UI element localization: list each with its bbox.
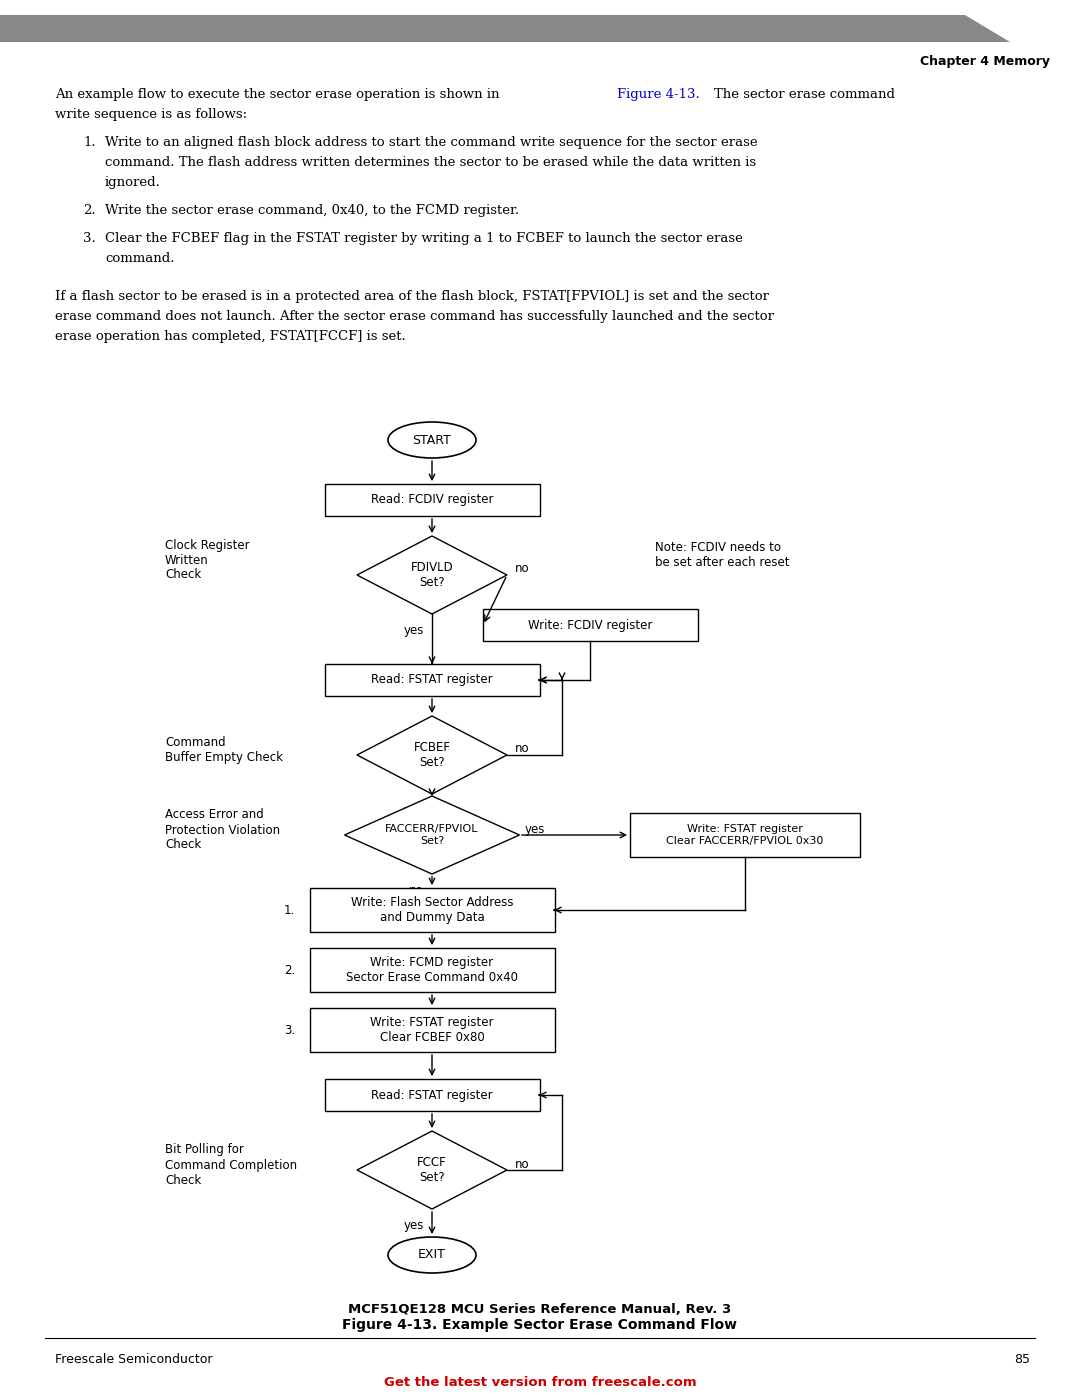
Text: command. The flash address written determines the sector to be erased while the : command. The flash address written deter… <box>105 156 756 169</box>
Text: Figure 4-13.: Figure 4-13. <box>617 88 700 101</box>
Text: Access Error and
Protection Violation
Check: Access Error and Protection Violation Ch… <box>165 809 280 852</box>
Text: 3.: 3. <box>83 232 96 244</box>
PathPatch shape <box>357 717 507 793</box>
Ellipse shape <box>388 1236 476 1273</box>
Text: Command
Buffer Empty Check: Command Buffer Empty Check <box>165 736 283 764</box>
Text: Chapter 4 Memory: Chapter 4 Memory <box>920 54 1050 68</box>
Text: Write to an aligned flash block address to start the command write sequence for : Write to an aligned flash block address … <box>105 136 758 149</box>
Text: 1.: 1. <box>83 136 96 149</box>
Text: Bit Polling for
Command Completion
Check: Bit Polling for Command Completion Check <box>165 1144 297 1186</box>
Text: Write: FSTAT register
Clear FCBEF 0x80: Write: FSTAT register Clear FCBEF 0x80 <box>370 1016 494 1044</box>
Text: 2.: 2. <box>284 964 295 977</box>
Text: Freescale Semiconductor: Freescale Semiconductor <box>55 1354 213 1366</box>
Text: FACCERR/FPVIOL
Set?: FACCERR/FPVIOL Set? <box>386 824 478 845</box>
Text: Write the sector erase command, 0x40, to the FCMD register.: Write the sector erase command, 0x40, to… <box>105 204 519 217</box>
Text: An example flow to execute the sector erase operation is shown in: An example flow to execute the sector er… <box>55 88 503 101</box>
Text: Read: FCDIV register: Read: FCDIV register <box>370 493 494 507</box>
Text: FCCF
Set?: FCCF Set? <box>417 1155 447 1185</box>
PathPatch shape <box>357 536 507 615</box>
Bar <box>324 483 540 515</box>
Bar <box>324 1078 540 1111</box>
Bar <box>483 609 698 641</box>
Text: command.: command. <box>105 251 175 265</box>
Bar <box>324 664 540 696</box>
Text: yes: yes <box>404 1220 424 1232</box>
Text: no: no <box>515 1158 529 1171</box>
Text: yes: yes <box>404 624 424 637</box>
Text: Write: FCDIV register: Write: FCDIV register <box>528 619 652 631</box>
Text: 2.: 2. <box>83 204 96 217</box>
PathPatch shape <box>357 1132 507 1208</box>
Text: START: START <box>413 433 451 447</box>
Text: If a flash sector to be erased is in a protected area of the flash block, FSTAT[: If a flash sector to be erased is in a p… <box>55 291 769 303</box>
Text: Write: FCMD register
Sector Erase Command 0x40: Write: FCMD register Sector Erase Comman… <box>346 956 518 983</box>
Text: Read: FSTAT register: Read: FSTAT register <box>372 1088 492 1101</box>
Text: yes: yes <box>404 805 424 817</box>
Text: Clear the FCBEF flag in the FSTAT register by writing a 1 to FCBEF to launch the: Clear the FCBEF flag in the FSTAT regist… <box>105 232 743 244</box>
Text: Write: FSTAT register
Clear FACCERR/FPVIOL 0x30: Write: FSTAT register Clear FACCERR/FPVI… <box>666 824 824 845</box>
Text: ignored.: ignored. <box>105 176 161 189</box>
PathPatch shape <box>0 15 1010 42</box>
Text: Figure 4-13. Example Sector Erase Command Flow: Figure 4-13. Example Sector Erase Comman… <box>342 1317 738 1331</box>
Bar <box>630 813 860 856</box>
Text: yes: yes <box>525 823 545 835</box>
Text: erase operation has completed, FSTAT[FCCF] is set.: erase operation has completed, FSTAT[FCC… <box>55 330 406 344</box>
Text: Get the latest version from freescale.com: Get the latest version from freescale.co… <box>383 1376 697 1389</box>
Bar <box>310 949 554 992</box>
Text: 3.: 3. <box>284 1024 295 1037</box>
Text: Write: Flash Sector Address
and Dummy Data: Write: Flash Sector Address and Dummy Da… <box>351 895 513 923</box>
PathPatch shape <box>345 796 519 875</box>
Text: FDIVLD
Set?: FDIVLD Set? <box>410 562 454 590</box>
Bar <box>310 1009 554 1052</box>
Text: Read: FSTAT register: Read: FSTAT register <box>372 673 492 686</box>
Text: no: no <box>515 563 529 576</box>
Text: EXIT: EXIT <box>418 1249 446 1261</box>
Text: MCF51QE128 MCU Series Reference Manual, Rev. 3: MCF51QE128 MCU Series Reference Manual, … <box>349 1303 731 1316</box>
Ellipse shape <box>388 422 476 458</box>
Text: write sequence is as follows:: write sequence is as follows: <box>55 108 247 122</box>
Text: Note: FCDIV needs to
be set after each reset: Note: FCDIV needs to be set after each r… <box>654 541 789 569</box>
Text: Clock Register
Written
Check: Clock Register Written Check <box>165 538 249 581</box>
Text: no: no <box>515 742 529 756</box>
Text: erase command does not launch. After the sector erase command has successfully l: erase command does not launch. After the… <box>55 310 774 323</box>
Text: 1.: 1. <box>284 904 295 916</box>
Text: 85: 85 <box>1014 1354 1030 1366</box>
Text: no: no <box>409 884 424 897</box>
Text: The sector erase command: The sector erase command <box>714 88 895 101</box>
Bar <box>310 888 554 932</box>
Text: FCBEF
Set?: FCBEF Set? <box>414 740 450 768</box>
